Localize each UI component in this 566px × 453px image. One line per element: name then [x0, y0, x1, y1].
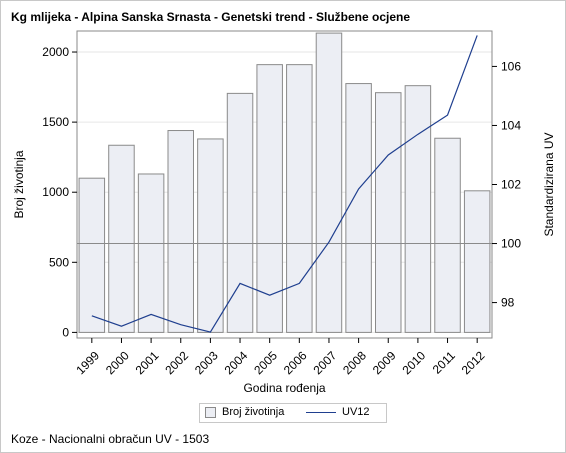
- x-tick-label: 2010: [399, 348, 428, 377]
- x-tick-label: 2005: [251, 348, 280, 377]
- bar-2003: [197, 138, 224, 333]
- x-tick-label: 1999: [73, 348, 102, 377]
- chart-title: Kg mlijeka - Alpina Sanska Srnasta - Gen…: [11, 10, 411, 24]
- x-tick-label: 2007: [311, 348, 340, 377]
- x-axis-title: Godina rođenja: [243, 381, 325, 395]
- x-tick-label: 2000: [103, 348, 132, 377]
- bar-1999: [78, 177, 106, 333]
- x-tick-label: 2002: [162, 348, 191, 377]
- bar-2005: [256, 64, 283, 333]
- y-tick-label: 500: [49, 255, 69, 269]
- series-line-uv12: [91, 35, 478, 333]
- bar-2000: [108, 144, 135, 333]
- legend-item-line: UV12: [306, 406, 370, 418]
- legend-bar-swatch: [205, 406, 216, 418]
- y2-tick-label: 98: [501, 296, 515, 310]
- x-tick-label: 2011: [430, 348, 458, 376]
- legend-item-bars: Broj životinja: [205, 406, 284, 418]
- y-axis-title: Broj životinja: [12, 150, 26, 218]
- y2-tick-label: 102: [501, 178, 521, 192]
- y-tick-label: 2000: [42, 45, 69, 59]
- bar-2010: [404, 85, 432, 333]
- legend-bar-label: Broj životinja: [222, 406, 285, 418]
- y2-tick-label: 106: [501, 59, 521, 73]
- bar-2004: [226, 92, 254, 333]
- x-tick-label: 2003: [192, 348, 221, 377]
- bar-2001: [137, 173, 165, 333]
- y2-axis-title: Standardizirana UV: [542, 132, 556, 236]
- chart-footnote: Koze - Nacionalni obračun UV - 1503: [11, 432, 210, 446]
- x-tick-label: 2001: [133, 348, 162, 377]
- bar-2006: [286, 64, 313, 333]
- chart-legend: Broj životinja UV12: [199, 403, 387, 423]
- bar-2009: [375, 92, 402, 333]
- bar-2008: [345, 83, 372, 333]
- x-tick-label: 2012: [459, 348, 488, 377]
- y2-tick-label: 104: [501, 118, 521, 132]
- y-tick-label: 0: [62, 325, 69, 339]
- legend-line-swatch: [306, 411, 336, 413]
- bar-2007: [315, 32, 343, 333]
- legend-line-label: UV12: [342, 406, 370, 418]
- x-tick-label: 2009: [370, 348, 399, 377]
- y-tick-label: 1000: [42, 185, 69, 199]
- bar-2012: [463, 190, 491, 333]
- bar-2002: [167, 130, 194, 333]
- y2-tick-label: 100: [501, 237, 521, 251]
- x-tick-label: 2004: [222, 348, 251, 377]
- y-tick-label: 1500: [42, 115, 69, 129]
- bar-2011: [434, 137, 461, 333]
- x-tick-label: 2008: [340, 348, 369, 377]
- x-tick-label: 2006: [281, 348, 310, 377]
